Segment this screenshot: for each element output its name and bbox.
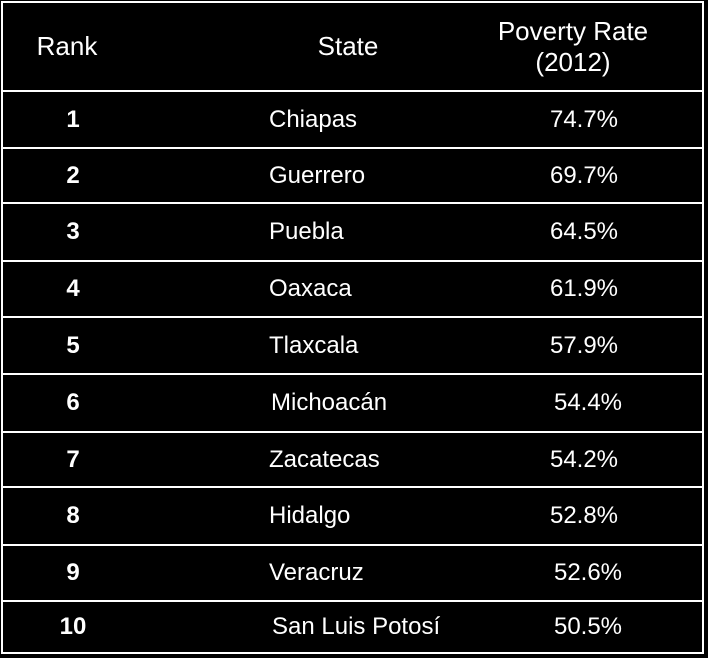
rate-cell: 54.4% <box>553 389 623 416</box>
state-cell: Hidalgo <box>269 502 351 529</box>
header-poverty-rate-line1: Poverty Rate <box>497 15 649 46</box>
table-header-row: Rank State Poverty Rate (2012) <box>3 3 702 90</box>
rank-cell: 10 <box>59 613 87 640</box>
rate-cell: 74.7% <box>549 105 619 133</box>
state-cell: Chiapas <box>269 105 358 133</box>
rate-cell: 52.6% <box>553 559 623 586</box>
rank-cell: 1 <box>66 105 80 133</box>
rank-cell: 3 <box>66 218 80 245</box>
state-cell: Veracruz <box>269 559 364 586</box>
rate-cell: 64.5% <box>549 218 619 245</box>
rate-cell: 54.2% <box>549 445 619 473</box>
state-cell: Zacatecas <box>269 445 380 473</box>
table-row: 1 Chiapas 74.7% <box>3 90 702 147</box>
table-row: 7 Zacatecas 54.2% <box>3 431 702 486</box>
state-cell: Michoacán <box>271 389 388 416</box>
table-row: 9 Veracruz 52.6% <box>3 544 702 600</box>
header-state: State <box>317 31 379 61</box>
table-row: 10 San Luis Potosí 50.5% <box>3 600 702 652</box>
rank-cell: 5 <box>66 331 80 359</box>
rank-cell: 9 <box>66 559 80 586</box>
rate-cell: 52.8% <box>549 502 619 529</box>
rank-cell: 6 <box>66 389 80 416</box>
state-cell: Guerrero <box>269 161 366 189</box>
header-poverty-rate-line2: (2012) <box>535 46 611 77</box>
rank-cell: 7 <box>66 445 80 473</box>
table-row: 6 Michoacán 54.4% <box>3 373 702 431</box>
state-cell: San Luis Potosí <box>272 613 441 640</box>
table-row: 3 Puebla 64.5% <box>3 202 702 260</box>
rank-cell: 2 <box>66 161 80 189</box>
rank-cell: 4 <box>66 275 80 302</box>
header-poverty-rate: Poverty Rate (2012) <box>473 3 673 90</box>
table-row: 8 Hidalgo 52.8% <box>3 486 702 544</box>
table-row: 5 Tlaxcala 57.9% <box>3 316 702 373</box>
rank-cell: 8 <box>66 502 80 529</box>
table-row: 2 Guerrero 69.7% <box>3 147 702 202</box>
state-cell: Oaxaca <box>269 275 352 302</box>
state-cell: Tlaxcala <box>269 331 359 359</box>
rate-cell: 57.9% <box>549 331 619 359</box>
rate-cell: 69.7% <box>549 161 619 189</box>
header-rank: Rank <box>36 31 98 61</box>
table-row: 4 Oaxaca 61.9% <box>3 260 702 316</box>
rate-cell: 61.9% <box>549 275 619 302</box>
rate-cell: 50.5% <box>553 613 623 640</box>
state-cell: Puebla <box>269 218 344 245</box>
